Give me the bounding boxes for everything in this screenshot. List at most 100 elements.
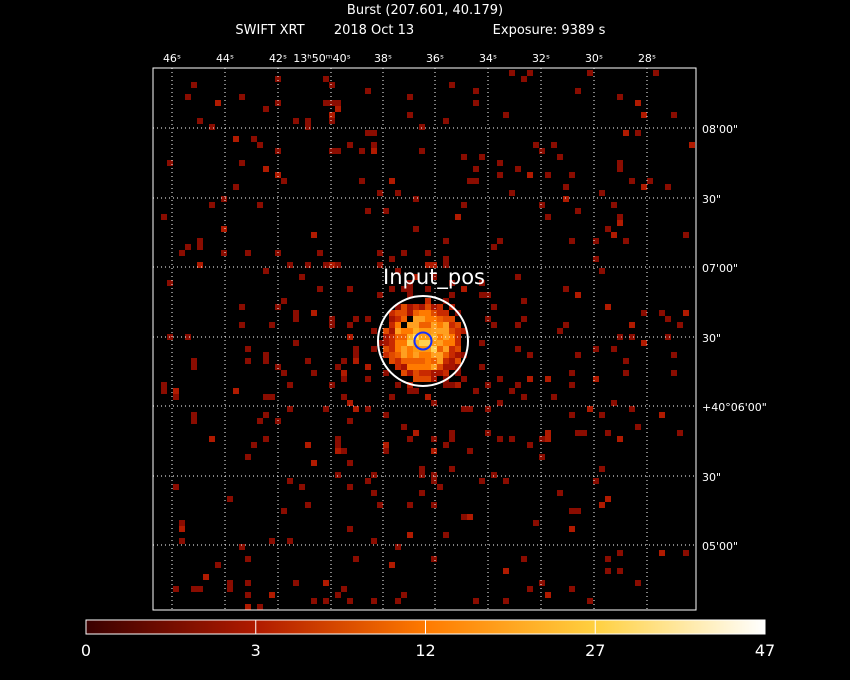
- pixel: [689, 142, 695, 148]
- pixel: [617, 160, 623, 166]
- pixel: [371, 130, 377, 136]
- pixel: [575, 508, 581, 514]
- pixel: [407, 388, 413, 394]
- pixel: [299, 274, 305, 280]
- pixel: [269, 538, 275, 544]
- pixel: [191, 82, 197, 88]
- ra-label: 46ˢ: [163, 52, 181, 65]
- pixel: [293, 316, 299, 322]
- pixel: [341, 358, 347, 364]
- pixel: [347, 142, 353, 148]
- pixel: [221, 196, 227, 202]
- pixel: [587, 598, 593, 604]
- pixel: [443, 310, 449, 316]
- pixel: [449, 292, 455, 298]
- pixel: [425, 370, 431, 376]
- pixel: [401, 346, 407, 352]
- pixel: [503, 112, 509, 118]
- pixel: [443, 352, 449, 358]
- pixel: [197, 262, 203, 268]
- pixel: [413, 346, 419, 352]
- dec-label: 08'00": [702, 123, 738, 136]
- pixel: [431, 346, 437, 352]
- pixel: [431, 262, 437, 268]
- pixel: [491, 304, 497, 310]
- ra-label: 42ˢ: [269, 52, 287, 65]
- pixel: [473, 166, 479, 172]
- pixel: [431, 478, 437, 484]
- pixel: [515, 322, 521, 328]
- pixel: [419, 376, 425, 382]
- pixel: [275, 172, 281, 178]
- pixel: [479, 340, 485, 346]
- pixel: [665, 334, 671, 340]
- pixel: [605, 304, 611, 310]
- position-circle: [413, 331, 433, 351]
- pixel: [431, 340, 437, 346]
- pixel: [569, 508, 575, 514]
- pixel: [407, 370, 413, 376]
- pixel: [431, 400, 437, 406]
- instrument: SWIFT XRT: [235, 23, 304, 38]
- pixel: [419, 310, 425, 316]
- pixel: [263, 166, 269, 172]
- pixel: [611, 232, 617, 238]
- pixel: [407, 286, 413, 292]
- pixel: [437, 364, 443, 370]
- pixel: [587, 70, 593, 76]
- pixel: [173, 388, 179, 394]
- pixel: [431, 316, 437, 322]
- pixel: [647, 178, 653, 184]
- pixel: [545, 376, 551, 382]
- pixel: [641, 112, 647, 118]
- pixel: [431, 304, 437, 310]
- pixel: [179, 526, 185, 532]
- pixel: [671, 352, 677, 358]
- pixel: [431, 448, 437, 454]
- pixel: [455, 364, 461, 370]
- pixel: [437, 310, 443, 316]
- pixel: [377, 292, 383, 298]
- pixel: [431, 370, 437, 376]
- pixel: [491, 244, 497, 250]
- pixel: [671, 370, 677, 376]
- pixel: [419, 316, 425, 322]
- pixel: [425, 328, 431, 334]
- pixel: [293, 580, 299, 586]
- pixel: [413, 274, 419, 280]
- pixel: [359, 178, 365, 184]
- pixel: [533, 520, 539, 526]
- pixel: [425, 376, 431, 382]
- pixel: [425, 364, 431, 370]
- pixel: [557, 328, 563, 334]
- pixel: [413, 226, 419, 232]
- pixel: [275, 148, 281, 154]
- pixel: [407, 310, 413, 316]
- pixel: [263, 358, 269, 364]
- pixel: [425, 316, 431, 322]
- pixel: [461, 406, 467, 412]
- pixel: [341, 448, 347, 454]
- pixel: [407, 346, 413, 352]
- pixel: [527, 352, 533, 358]
- pixel: [335, 442, 341, 448]
- pixel: [605, 226, 611, 232]
- pixel: [191, 412, 197, 418]
- pixel: [545, 430, 551, 436]
- pixel: [443, 340, 449, 346]
- pixel: [263, 268, 269, 274]
- pixel: [437, 304, 443, 310]
- pixel: [401, 310, 407, 316]
- pixel: [353, 358, 359, 364]
- pixel: [677, 322, 683, 328]
- pixel: [443, 364, 449, 370]
- pixel: [449, 466, 455, 472]
- pixel: [401, 334, 407, 340]
- pixel: [617, 220, 623, 226]
- pixel: [191, 418, 197, 424]
- pixel: [239, 544, 245, 550]
- pixel: [467, 514, 473, 520]
- pixel: [473, 598, 479, 604]
- pixel: [461, 514, 467, 520]
